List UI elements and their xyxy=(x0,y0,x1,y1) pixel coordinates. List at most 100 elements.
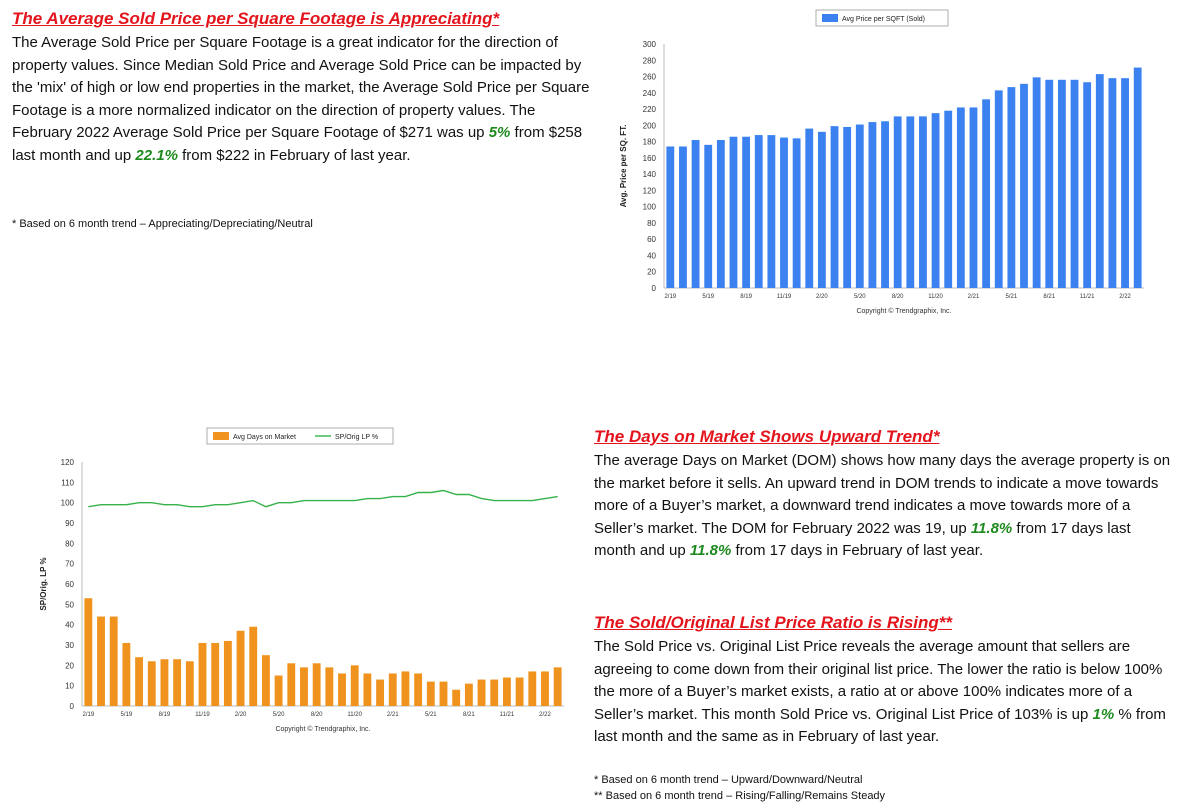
dom-pct-month: 11.8% xyxy=(970,519,1013,537)
psf-section: The Average Sold Price per Square Footag… xyxy=(12,8,592,167)
ratio-heading: The Sold/Original List Price Ratio is Ri… xyxy=(594,613,953,632)
bar xyxy=(173,659,182,706)
bar xyxy=(490,679,499,706)
bar xyxy=(502,677,511,706)
y-tick-label: 60 xyxy=(65,580,74,589)
bar xyxy=(855,124,864,289)
x-tick-label: 11/19 xyxy=(195,712,210,718)
legend-bar-swatch xyxy=(213,432,229,440)
y-tick-label: 300 xyxy=(643,40,657,49)
bar xyxy=(300,667,308,706)
y-tick-label: 50 xyxy=(65,600,74,609)
bar xyxy=(767,135,776,288)
y-tick-label: 280 xyxy=(643,56,657,65)
bar xyxy=(1020,83,1028,288)
y-tick-label: 60 xyxy=(647,235,656,244)
sp-orig-lp-line xyxy=(88,489,558,508)
bar xyxy=(956,107,965,288)
legend-bar-swatch xyxy=(822,14,838,22)
y-tick-label: 220 xyxy=(643,105,657,114)
bar xyxy=(84,598,93,706)
bar xyxy=(338,673,346,706)
x-tick-label: 8/21 xyxy=(1043,294,1055,300)
psf-body-pre: The Average Sold Price per Square Footag… xyxy=(12,34,590,141)
y-tick-label: 120 xyxy=(643,186,657,195)
dom-body-pre: The average Days on Market (DOM) shows h… xyxy=(594,452,1171,537)
bar xyxy=(906,116,915,289)
legend-box xyxy=(815,9,949,27)
dom-body-mid: from 17 days last month and up xyxy=(594,519,1131,560)
y-tick-label: 120 xyxy=(61,458,75,467)
bar xyxy=(147,661,156,706)
dom-section: The Days on Market Shows Upward Trend* T… xyxy=(594,426,1174,563)
bar xyxy=(198,642,207,706)
legend-label: Avg Price per SQFT (Sold) xyxy=(842,16,925,23)
psf-pct-month: 5% xyxy=(488,124,511,141)
psf-body-post: from $222 in February of last year. xyxy=(177,146,411,164)
x-tick-label: 2/19 xyxy=(664,294,676,300)
bar xyxy=(477,679,486,706)
x-tick-label: 8/19 xyxy=(740,294,752,300)
bar xyxy=(236,630,245,706)
psf-footnote: * Based on 6 month trend – Appreciating/… xyxy=(12,218,313,230)
bar xyxy=(249,626,258,706)
x-tick-label: 2/22 xyxy=(539,712,551,718)
legend-label: Avg Days on Market xyxy=(233,434,296,441)
y-tick-label: 180 xyxy=(643,138,657,147)
bar xyxy=(515,677,524,706)
x-tick-label: 5/20 xyxy=(273,712,285,718)
bar xyxy=(160,659,169,706)
bar xyxy=(1070,79,1079,288)
x-tick-label: 5/19 xyxy=(121,712,133,718)
dom-sp-ratio-chart: 0 10 20 30 40 50 60 70 80 90 100 110 120 2/19 5/19 8/19… xyxy=(39,427,564,733)
dom-heading: The Days on Market Shows Upward Trend* xyxy=(594,427,940,446)
bar xyxy=(312,663,321,706)
x-tick-label: 8/19 xyxy=(159,712,171,718)
bar xyxy=(780,137,788,288)
legend-box xyxy=(206,427,394,445)
x-tick-label: 5/19 xyxy=(702,294,714,300)
bar xyxy=(843,126,852,289)
psf-body-mid: from $258 last month and up xyxy=(12,124,583,164)
bar xyxy=(792,138,801,288)
bar xyxy=(666,146,675,288)
x-tick-label: 5/21 xyxy=(1006,294,1018,300)
bar xyxy=(893,116,902,289)
bar xyxy=(1057,79,1066,288)
copyright-text: Copyright © Trendgraphix, Inc. xyxy=(275,725,370,733)
y-tick-label: 90 xyxy=(65,519,74,528)
bar xyxy=(541,671,549,706)
bar xyxy=(881,121,889,289)
ratio-paragraph: The Sold Price vs. Original List Price r… xyxy=(594,636,1174,749)
bar xyxy=(691,139,700,288)
x-tick-label: 11/21 xyxy=(1080,294,1095,300)
y-tick-label: 260 xyxy=(643,73,657,82)
y-tick-label: 40 xyxy=(647,251,656,260)
bar xyxy=(211,642,220,706)
y-tick-label: 110 xyxy=(61,478,74,487)
bar xyxy=(185,661,194,706)
bar xyxy=(287,663,296,706)
bar xyxy=(1133,67,1142,288)
bar xyxy=(97,616,105,706)
ratio-body-pre: The Sold Price vs. Original List Price r… xyxy=(594,638,1163,723)
y-axis-label: SP/Orig. LP % xyxy=(39,557,48,610)
bar xyxy=(464,683,473,706)
bar xyxy=(716,139,725,288)
bar xyxy=(679,146,687,288)
ratio-section: The Sold/Original List Price Ratio is Ri… xyxy=(594,612,1174,749)
y-tick-label: 160 xyxy=(643,154,657,163)
y-tick-label: 30 xyxy=(65,641,74,650)
x-tick-label: 5/21 xyxy=(425,712,437,718)
y-tick-label: 140 xyxy=(643,170,657,179)
bar xyxy=(261,655,270,706)
y-tick-label: 40 xyxy=(65,621,74,630)
ratio-body-post: % from last month and the same as in Feb… xyxy=(594,705,1166,746)
bar xyxy=(376,679,385,706)
legend-label: SP/Orig LP % xyxy=(335,434,378,441)
bar xyxy=(931,113,940,288)
ratio-pct-month: 1% xyxy=(1092,705,1115,723)
bar xyxy=(414,673,423,706)
bar xyxy=(350,665,359,706)
x-tick-label: 11/20 xyxy=(928,294,943,300)
